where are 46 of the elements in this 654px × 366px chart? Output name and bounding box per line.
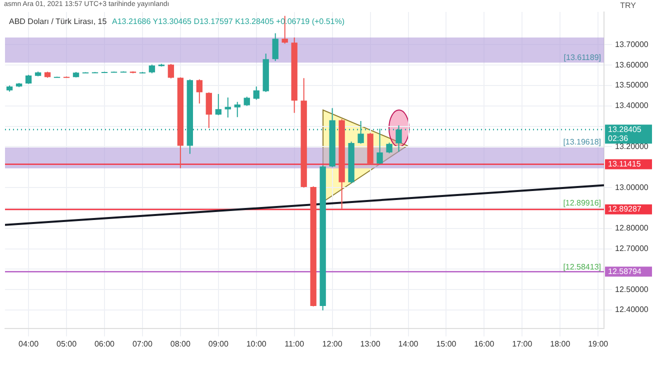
ref-line-label: 13.11415 xyxy=(608,159,642,168)
x-tick-label: 08:00 xyxy=(170,339,191,348)
candlestick xyxy=(253,86,260,100)
annotation: [12.89916] xyxy=(563,198,601,208)
x-tick-label: 09:00 xyxy=(208,339,229,348)
x-tick-label: 10:00 xyxy=(246,339,267,348)
y-tick-label: 12.70000 xyxy=(615,244,649,253)
x-tick-label: 16:00 xyxy=(474,339,495,348)
y-tick-label: 13.70000 xyxy=(615,40,649,49)
candlestick xyxy=(224,97,231,118)
ref-line-label: 12.58794 xyxy=(608,266,642,276)
candlestick xyxy=(244,96,250,106)
x-tick-label: 17:00 xyxy=(512,339,533,348)
y-tick-label: 13.20000 xyxy=(615,142,649,151)
x-tick-label: 11:00 xyxy=(284,339,305,348)
y-axis-title: TRY xyxy=(620,1,637,10)
x-tick-label: 04:00 xyxy=(18,339,40,348)
x-tick-label: 12:00 xyxy=(322,339,343,348)
x-tick-label: 14:00 xyxy=(398,339,419,348)
y-tick-label: 13.00000 xyxy=(615,182,649,192)
ref-line-label: 13.28405 02:36 xyxy=(608,124,642,143)
candlestick xyxy=(272,32,278,62)
y-tick-label: 12.80000 xyxy=(615,224,649,233)
candlestick xyxy=(215,94,222,116)
y-tick-label: 13.60000 xyxy=(615,60,649,70)
text: ABD Doları / Türk Lirası, 15 xyxy=(9,17,107,26)
band-label: [13.19618] xyxy=(563,138,601,147)
candlestick xyxy=(386,142,392,154)
candlestick xyxy=(206,92,212,128)
ref-line-label: 12.89287 xyxy=(608,204,642,214)
y-tick-label: 13.50000 xyxy=(615,80,649,90)
candlestick xyxy=(234,101,240,118)
band-label: [13.61189] xyxy=(564,52,601,62)
x-tick-label: 05:00 xyxy=(56,339,78,348)
y-tick-label: 12.50000 xyxy=(615,284,649,294)
x-tick-label: 06:00 xyxy=(94,339,116,348)
candlestick xyxy=(196,78,202,104)
y-tick-label: 12.40000 xyxy=(615,305,649,314)
x-tick-label: 18:00 xyxy=(550,339,571,348)
x-tick-label: 19:00 xyxy=(588,339,609,348)
annotation: [12.58413] xyxy=(563,262,601,272)
candlestick xyxy=(168,64,174,79)
x-tick-label: 15:00 xyxy=(436,339,457,348)
y-tick-label: 13.40000 xyxy=(615,101,649,110)
x-tick-label: 07:00 xyxy=(132,339,154,348)
x-tick-label: 13:00 xyxy=(360,339,381,348)
